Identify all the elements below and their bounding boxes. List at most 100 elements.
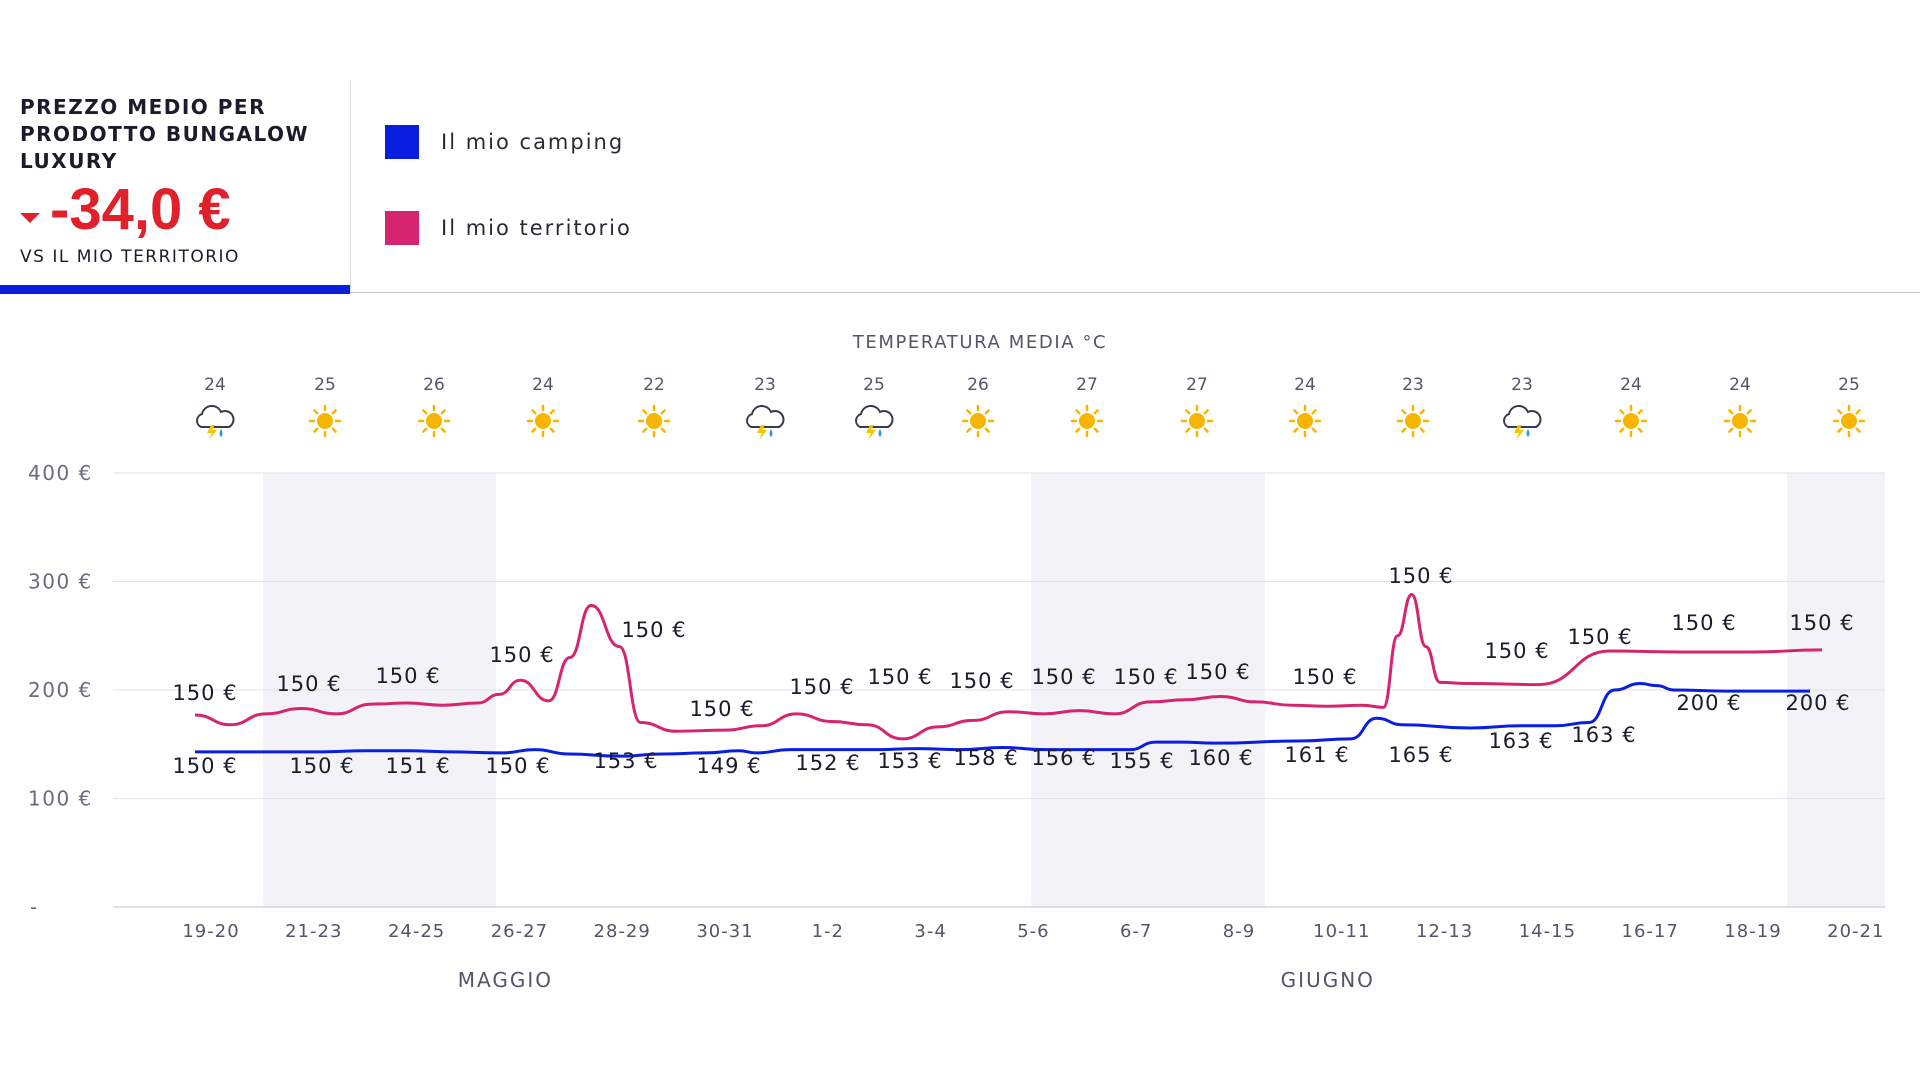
x-tick-label: 26-27	[491, 921, 548, 942]
sun-icon	[1288, 404, 1322, 438]
data-label-territorio: 150 €	[1567, 625, 1632, 649]
x-tick-label: 1-2	[812, 921, 844, 942]
sun-core	[646, 413, 662, 429]
data-label-territorio: 150 €	[867, 665, 932, 689]
storm-icon	[746, 404, 785, 440]
data-label-territorio: 150 €	[1388, 564, 1453, 588]
kpi-card: PREZZO MEDIO PER PRODOTTO BUNGALOW LUXUR…	[0, 80, 351, 294]
sun-icon	[637, 404, 671, 438]
data-label-territorio: 150 €	[689, 697, 754, 721]
sun-icon	[1396, 404, 1430, 438]
x-tick-label: 5-6	[1017, 921, 1049, 942]
sun-ray	[1203, 409, 1209, 415]
temperature-value: 26	[423, 375, 445, 395]
data-label-territorio: 150 €	[1789, 611, 1854, 635]
data-label-camping: 153 €	[877, 749, 942, 773]
data-label-camping: 150 €	[172, 754, 237, 778]
data-label-camping: 161 €	[1284, 743, 1349, 767]
sun-ray	[422, 409, 428, 415]
sun-ray	[422, 427, 428, 433]
sun-core	[317, 413, 333, 429]
sun-ray	[531, 427, 537, 433]
rain-drop	[769, 429, 773, 437]
sun-ray	[1075, 427, 1081, 433]
cloud-shape	[1503, 404, 1542, 428]
series-line-territorio	[194, 593, 1823, 741]
sun-core	[1189, 413, 1205, 429]
x-tick-label: 14-15	[1519, 921, 1576, 942]
data-label-territorio: 150 €	[1031, 665, 1096, 689]
temperature-value: 24	[1729, 375, 1751, 395]
data-label-territorio: 150 €	[375, 664, 440, 688]
x-tick-label: 10-11	[1313, 921, 1370, 942]
sun-ray	[1637, 409, 1643, 415]
kpi-subtitle: VS IL MIO TERRITORIO	[20, 247, 240, 267]
legend-item-territorio[interactable]: Il mio territorio	[385, 211, 632, 245]
x-tick-label: 3-4	[914, 921, 946, 942]
series-line-camping	[195, 681, 1810, 758]
sun-ray	[642, 427, 648, 433]
temperature-value: 24	[1294, 375, 1316, 395]
sun-icon	[1070, 404, 1104, 438]
data-label-territorio: 150 €	[1671, 611, 1736, 635]
x-tick-label: 18-19	[1724, 921, 1781, 942]
temperature-value: 26	[967, 375, 989, 395]
data-label-territorio: 150 €	[1113, 665, 1178, 689]
x-tick-label: 8-9	[1223, 921, 1255, 942]
legend-item-camping[interactable]: Il mio camping	[385, 125, 632, 159]
data-label-camping: 152 €	[795, 751, 860, 775]
temperature-value: 25	[314, 375, 336, 395]
temperature-value: 24	[532, 375, 554, 395]
sun-ray	[1837, 427, 1843, 433]
x-tick-label: 12-13	[1416, 921, 1473, 942]
sun-ray	[984, 409, 990, 415]
legend-label-camping: Il mio camping	[441, 130, 625, 154]
data-label-territorio: 150 €	[789, 675, 854, 699]
temperature-value: 23	[1511, 375, 1533, 395]
data-label-territorio: 150 €	[1185, 660, 1250, 684]
y-tick-label: 200 €	[28, 678, 93, 702]
data-label-territorio: 150 €	[1292, 665, 1357, 689]
sun-ray	[549, 409, 555, 415]
sun-ray	[1728, 409, 1734, 415]
sun-ray	[1619, 409, 1625, 415]
sun-ray	[1185, 409, 1191, 415]
temperature-value: 24	[1620, 375, 1642, 395]
sun-ray	[1093, 409, 1099, 415]
legend-label-territorio: Il mio territorio	[441, 216, 632, 240]
sun-ray	[1619, 427, 1625, 433]
sun-core	[535, 413, 551, 429]
sun-icon	[526, 404, 560, 438]
data-label-territorio: 150 €	[276, 672, 341, 696]
sun-icon	[417, 404, 451, 438]
sun-ray	[313, 409, 319, 415]
sun-ray	[1746, 409, 1752, 415]
data-label-camping: 200 €	[1676, 691, 1741, 715]
rain-drop	[219, 429, 223, 437]
sun-ray	[984, 427, 990, 433]
sun-ray	[1293, 409, 1299, 415]
sun-ray	[1401, 427, 1407, 433]
legend-swatch-camping	[385, 125, 419, 159]
y-tick-label: 100 €	[28, 787, 93, 811]
data-label-camping: 165 €	[1388, 743, 1453, 767]
temperature-value: 25	[863, 375, 885, 395]
sun-core	[1623, 413, 1639, 429]
sun-core	[1297, 413, 1313, 429]
rain-drop	[878, 429, 882, 437]
sun-ray	[966, 409, 972, 415]
x-tick-label: 28-29	[594, 921, 651, 942]
sun-ray	[1855, 427, 1861, 433]
x-tick-label: 24-25	[388, 921, 445, 942]
x-tick-label: 21-23	[285, 921, 342, 942]
sun-ray	[966, 427, 972, 433]
sun-ray	[440, 409, 446, 415]
x-tick-label: 30-31	[696, 921, 753, 942]
temperature-title: TEMPERATURA MEDIA °C	[852, 332, 1107, 353]
sun-ray	[1093, 427, 1099, 433]
sun-ray	[1837, 409, 1843, 415]
sun-icon	[1180, 404, 1214, 438]
sun-core	[1405, 413, 1421, 429]
x-tick-label: 19-20	[182, 921, 239, 942]
